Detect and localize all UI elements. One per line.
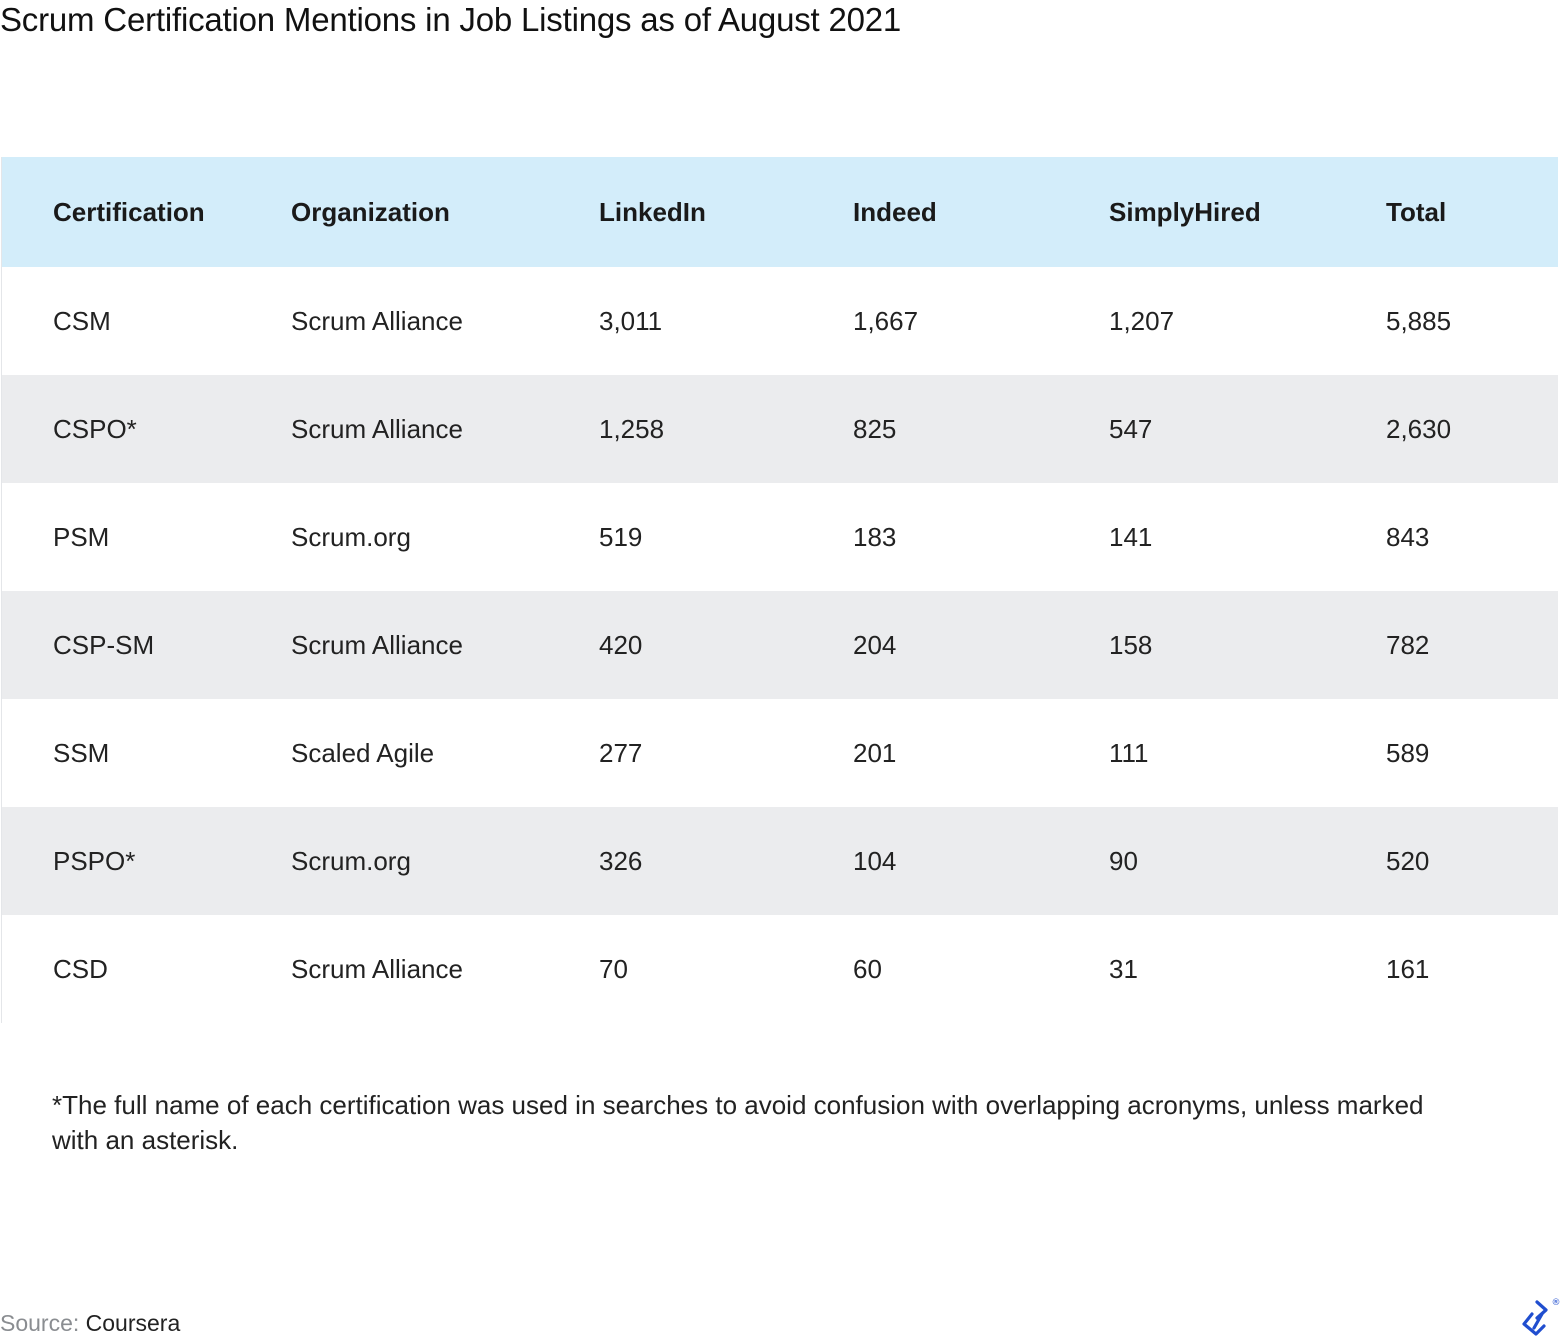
- table-cell-linkedin: 519: [599, 521, 643, 552]
- table-cell-organization: Scrum Alliance: [291, 305, 463, 336]
- table-cell-organization: Scrum.org: [291, 845, 411, 876]
- table-cell-certification: PSPO*: [53, 845, 136, 876]
- table-cell-total: 782: [1386, 629, 1430, 660]
- table-cell-linkedin: 1,258: [599, 413, 665, 444]
- table-cell-simplyhired: 141: [1109, 521, 1153, 552]
- table-cell-indeed: 825: [853, 413, 897, 444]
- table-cell-organization: Scaled Agile: [291, 737, 435, 768]
- table-row: CSP-SM Scrum Alliance 420 204 158 782: [2, 591, 1558, 699]
- table-cell-indeed: 104: [853, 845, 897, 876]
- table-cell-linkedin: 420: [599, 629, 643, 660]
- certification-table: Certification Organization LinkedIn Indeed S…: [2, 157, 1558, 1023]
- row-spacer: [2, 807, 53, 915]
- column-header-organization: Organization: [291, 196, 450, 227]
- column-header-total: Total: [1386, 196, 1447, 227]
- table-cell-organization: Scrum.org: [291, 521, 411, 552]
- row-spacer: [2, 267, 53, 375]
- table-cell-linkedin: 277: [599, 737, 643, 768]
- row-spacer: [2, 699, 53, 807]
- table-cell-certification: CSPO*: [53, 413, 137, 444]
- certification-table-container: Certification Organization LinkedIn Indeed S…: [1, 157, 1558, 1023]
- table-cell-simplyhired: 31: [1109, 953, 1138, 984]
- column-header-linkedin: LinkedIn: [599, 196, 706, 227]
- table-cell-simplyhired: 547: [1109, 413, 1153, 444]
- table-cell-certification: CSP-SM: [53, 629, 155, 660]
- table-cell-total: 161: [1386, 953, 1430, 984]
- table-cell-simplyhired: 1,207: [1109, 305, 1175, 336]
- table-cell-linkedin: 3,011: [599, 305, 663, 336]
- table-cell-total: 2,630: [1386, 413, 1452, 444]
- table-cell-simplyhired: 158: [1109, 629, 1153, 660]
- table-cell-simplyhired: 111: [1109, 737, 1149, 768]
- table-cell-certification: CSD: [53, 953, 108, 984]
- table-cell-organization: Scrum Alliance: [291, 953, 463, 984]
- table-row: PSM Scrum.org 519 183 141 843: [2, 483, 1558, 591]
- table-cell-indeed: 201: [853, 737, 897, 768]
- table-cell-total: 520: [1386, 845, 1430, 876]
- header-spacer: [2, 157, 53, 267]
- row-spacer: [2, 915, 53, 1023]
- table-cell-organization: Scrum Alliance: [291, 629, 463, 660]
- table-cell-total: 843: [1386, 521, 1430, 552]
- table-cell-linkedin: 326: [599, 845, 643, 876]
- table-cell-simplyhired: 90: [1109, 845, 1138, 876]
- row-spacer: [2, 483, 53, 591]
- table-cell-linkedin: 70: [599, 953, 628, 984]
- table-cell-certification: PSM: [53, 521, 110, 552]
- footnote: *The full name of each certification was…: [52, 1090, 1424, 1155]
- table-cell-indeed: 204: [853, 629, 897, 660]
- toptal-logo-icon: ®: [1522, 1298, 1560, 1336]
- table-cell-certification: SSM: [53, 737, 110, 768]
- row-spacer: [2, 591, 53, 699]
- column-header-simplyhired: SimplyHired: [1109, 196, 1261, 227]
- column-header-indeed: Indeed: [853, 196, 937, 227]
- table-cell-organization: Scrum Alliance: [291, 413, 463, 444]
- table-cell-total: 5,885: [1386, 305, 1452, 336]
- table-body: CSM Scrum Alliance 3,011 1,667 1,207 5,885 CSP…: [2, 267, 1558, 1023]
- source-value: Coursera: [85, 1310, 181, 1336]
- table-cell-total: 589: [1386, 737, 1430, 768]
- column-header-certification: Certification: [53, 196, 205, 227]
- table-header-row: Certification Organization LinkedIn Indeed S…: [2, 157, 1558, 267]
- table-cell-indeed: 60: [853, 953, 882, 984]
- table-cell-indeed: 1,667: [853, 305, 919, 336]
- registered-mark: ®: [1552, 1298, 1560, 1308]
- table-row: SSM Scaled Agile 277 201 111 589: [2, 699, 1558, 807]
- table-row: CSD Scrum Alliance 70 60 31 161: [2, 915, 1558, 1023]
- source-line: Source: Coursera: [0, 1308, 180, 1338]
- table-row: CSM Scrum Alliance 3,011 1,667 1,207 5,885: [2, 267, 1558, 375]
- table-cell-certification: CSM: [53, 305, 111, 336]
- row-spacer: [2, 375, 53, 483]
- chart-title: Scrum Certification Mentions in Job List…: [0, 1, 902, 38]
- table-row: PSPO* Scrum.org 326 104 90 520: [2, 807, 1558, 915]
- source-label: Source:: [0, 1310, 80, 1336]
- table-row: CSPO* Scrum Alliance 1,258 825 547 2,630: [2, 375, 1558, 483]
- table-cell-indeed: 183: [853, 521, 897, 552]
